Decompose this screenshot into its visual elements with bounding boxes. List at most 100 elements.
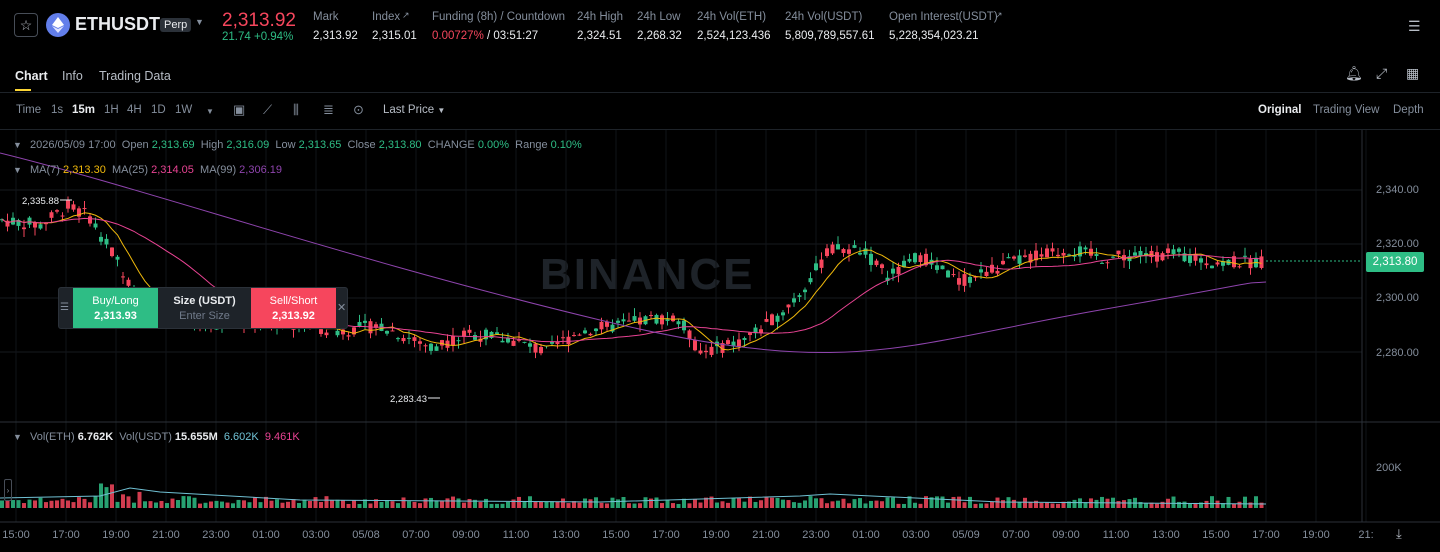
- candle-body: [638, 317, 642, 325]
- candle-body: [847, 249, 851, 254]
- layout-grid-icon[interactable]: ▦: [1406, 65, 1420, 81]
- volume-bar: [1193, 502, 1198, 508]
- view-original[interactable]: Original: [1258, 104, 1302, 116]
- interval-1s[interactable]: 1s: [51, 104, 64, 116]
- interval-time[interactable]: Time: [16, 104, 42, 116]
- volume-bar: [858, 498, 862, 508]
- volume-bar: [407, 501, 411, 508]
- interval-15m[interactable]: 15m: [72, 104, 96, 116]
- volume-bar: [38, 497, 43, 508]
- volume-bar: [363, 499, 367, 508]
- candle-body: [1050, 248, 1055, 252]
- bell-icon[interactable]: 🔔︎: [1345, 65, 1363, 81]
- candle-body: [979, 269, 983, 273]
- interval-1d[interactable]: 1D: [151, 104, 166, 116]
- volume-bar: [1094, 499, 1099, 508]
- volume-bar: [1215, 500, 1220, 508]
- drawing-tools-icon[interactable]: ⊙: [353, 102, 364, 117]
- volume-bar: [1199, 502, 1203, 508]
- buy-long-button[interactable]: Buy/Long 2,313.93: [73, 288, 158, 328]
- interval-1w[interactable]: 1W: [175, 104, 193, 116]
- collapse-ma-icon[interactable]: ▼: [13, 165, 22, 175]
- volume-bar: [803, 500, 807, 508]
- volume-bar: [594, 497, 598, 508]
- tab-info[interactable]: Info: [62, 69, 83, 83]
- close-icon[interactable]: ✕: [337, 302, 347, 314]
- candle-body: [1177, 248, 1181, 252]
- view-depth[interactable]: Depth: [1393, 104, 1424, 116]
- more-menu-icon[interactable]: ☰: [1408, 18, 1421, 34]
- candle-body: [852, 245, 857, 248]
- volume-bar: [291, 499, 296, 508]
- stat-label: Funding (8h) / Countdown: [432, 11, 565, 23]
- candle-body: [352, 327, 356, 335]
- candle-body: [621, 319, 626, 322]
- calendar-icon[interactable]: ▣: [233, 102, 246, 117]
- candle-body: [346, 335, 351, 337]
- volume-bar: [209, 501, 213, 508]
- external-link-icon[interactable]: ↗: [402, 10, 410, 20]
- eth-coin-icon: [46, 13, 70, 37]
- volume-bar: [1067, 501, 1071, 508]
- volume-bar: [297, 503, 301, 508]
- divider: [0, 92, 1440, 93]
- settings-sliders-icon[interactable]: ≣: [323, 102, 334, 117]
- volume-bar: [286, 501, 290, 508]
- volume-bar: [550, 501, 554, 508]
- expand-icon[interactable]: ⤢: [1376, 65, 1388, 81]
- sell-short-button[interactable]: Sell/Short 2,313.92: [251, 288, 336, 328]
- volume-bar: [1149, 502, 1154, 508]
- size-input-box[interactable]: Size (USDT) Enter Size: [158, 288, 251, 328]
- volume-bar: [649, 498, 653, 508]
- drag-handle-icon[interactable]: ☰: [60, 302, 69, 313]
- candle-body: [896, 266, 901, 275]
- interval-4h[interactable]: 4H: [127, 104, 142, 116]
- tab-chart[interactable]: Chart: [15, 69, 48, 83]
- collapse-volume-icon[interactable]: ▼: [13, 432, 22, 442]
- candle-body: [577, 334, 582, 336]
- candle-body: [1127, 256, 1132, 262]
- volume-bar: [110, 484, 114, 508]
- interval-1h[interactable]: 1H: [104, 104, 119, 116]
- time-axis-label: 15:00: [1202, 529, 1230, 541]
- candle-body: [572, 335, 576, 337]
- candle-body: [566, 336, 571, 345]
- price-type-select[interactable]: Last Price ▼: [383, 104, 446, 116]
- candle-body: [649, 315, 653, 317]
- candle-body: [412, 337, 417, 341]
- chart-canvas[interactable]: [0, 130, 1440, 552]
- chevron-down-icon[interactable]: ▼: [195, 17, 204, 27]
- candle-type-icon[interactable]: ⫼: [293, 102, 299, 117]
- symbol-name[interactable]: ETHUSDT: [75, 14, 160, 34]
- volume-bar: [638, 503, 642, 508]
- interval-dropdown-icon[interactable]: ▼: [206, 107, 214, 116]
- volume-bar: [236, 499, 241, 508]
- volume-bar: [5, 500, 10, 508]
- volume-bar: [599, 502, 604, 508]
- volume-bar: [764, 497, 769, 508]
- candle-body: [1215, 262, 1220, 265]
- scroll-to-latest-icon[interactable]: ⤓: [1396, 526, 1402, 541]
- size-input[interactable]: Enter Size: [179, 309, 230, 322]
- favorite-star-button[interactable]: ☆: [14, 13, 38, 37]
- volume-bar: [451, 496, 455, 508]
- collapse-legend-icon[interactable]: ▼: [13, 140, 22, 150]
- volume-bar: [126, 496, 131, 508]
- tab-trading-data[interactable]: Trading Data: [99, 69, 171, 83]
- price-axis-label: 2,340.00: [1376, 184, 1419, 196]
- stat-value: 2,324.51: [577, 30, 622, 42]
- time-axis-label: 17:00: [652, 529, 680, 541]
- volume-bar: [473, 499, 477, 508]
- time-axis-label: 21:00: [752, 529, 780, 541]
- candle-body: [891, 268, 895, 274]
- candle-body: [1012, 256, 1016, 259]
- stat-label: Open Interest(USDT): [889, 11, 998, 23]
- candle-body: [995, 270, 1000, 274]
- time-axis-label: 15:00: [2, 529, 30, 541]
- expand-side-icon[interactable]: ›: [4, 479, 12, 501]
- candle-body: [385, 330, 389, 334]
- external-link-icon[interactable]: ↗: [995, 10, 1003, 20]
- indicator-icon[interactable]: ⟋: [263, 102, 273, 117]
- view-trading-view[interactable]: Trading View: [1313, 104, 1380, 116]
- stat-value: 2,524,123.436: [697, 30, 771, 42]
